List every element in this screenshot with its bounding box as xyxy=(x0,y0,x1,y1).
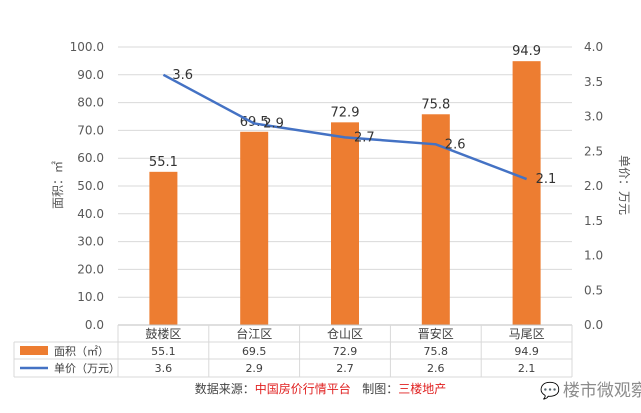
bar-data-label: 94.9 xyxy=(512,44,541,59)
table-cell: 69.5 xyxy=(242,345,267,358)
y-axis-label: 面积：㎡ xyxy=(51,161,65,209)
table-cell: 2.9 xyxy=(245,362,263,375)
watermark-text: 楼市微观察 xyxy=(562,381,641,401)
y2-tick-label: 2.5 xyxy=(584,144,603,158)
y2-tick-label: 0.0 xyxy=(584,318,603,332)
y-tick-label: 50.0 xyxy=(77,179,104,193)
axes: 0.0 10.0 20.0 30.0 40.0 50.0 60.0 70.0 80.0 90.0 1… xyxy=(70,40,603,332)
credit-value: 三楼地产 xyxy=(398,382,447,396)
credit-label: 制图： xyxy=(362,382,399,396)
y-tick-label: 100.0 xyxy=(70,40,104,54)
wechat-icon: 💬 xyxy=(540,381,560,400)
y2-tick-label: 0.5 xyxy=(584,283,603,297)
source-line: 数据来源：中国房价行情平台 制图：三楼地产 xyxy=(0,380,641,397)
y-tick-label: 0.0 xyxy=(85,318,104,332)
line-data-label: 3.6 xyxy=(172,68,193,83)
data-table: 鼓楼区 55.1 3.6 台江区 69.5 2.9 仓山区 72.9 2.7 晋安区 75.8 2.6… xyxy=(13,325,573,378)
y-tick-label: 20.0 xyxy=(77,262,104,276)
y-tick-label: 40.0 xyxy=(77,207,104,221)
x-tick-label: 鼓楼区 xyxy=(145,326,181,341)
bar xyxy=(421,114,450,325)
legend-bar-label: 面积（㎡） xyxy=(54,345,109,358)
series-line xyxy=(162,73,528,181)
table-cell: 72.9 xyxy=(333,345,358,358)
y-tick-label: 30.0 xyxy=(77,235,104,249)
table-cell: 94.9 xyxy=(514,345,539,358)
y2-tick-label: 1.0 xyxy=(584,249,603,263)
bar-data-label: 72.9 xyxy=(331,105,360,120)
y-tick-label: 70.0 xyxy=(77,123,104,137)
y2-tick-label: 4.0 xyxy=(584,40,603,54)
line-data-label: 2.9 xyxy=(263,116,284,131)
y2-tick-label: 3.0 xyxy=(584,110,603,124)
x-tick-label: 晋安区 xyxy=(418,326,454,341)
bar-data-label: 75.8 xyxy=(421,97,450,112)
line-data-label: 2.6 xyxy=(445,137,466,152)
bar xyxy=(149,171,178,325)
line-series: 3.6 2.9 2.7 2.6 2.1 xyxy=(162,68,557,187)
line-data-label: 2.1 xyxy=(536,172,557,187)
bar xyxy=(331,122,359,325)
table-cell: 75.8 xyxy=(424,345,449,358)
table-cell: 3.6 xyxy=(155,362,173,375)
bar-data-label: 55.1 xyxy=(149,155,178,170)
y-tick-label: 60.0 xyxy=(77,151,104,165)
table-cell: 2.7 xyxy=(336,362,354,375)
y2-tick-label: 1.5 xyxy=(584,214,603,228)
table-cell: 55.1 xyxy=(151,345,176,358)
x-tick-label: 仓山区 xyxy=(327,327,363,341)
x-tick-label: 台江区 xyxy=(236,326,272,341)
source-label: 数据来源： xyxy=(194,382,255,396)
legend-bar-key xyxy=(20,346,48,355)
bar xyxy=(512,61,541,325)
table-cell: 2.1 xyxy=(518,362,536,375)
y2-tick-label: 3.5 xyxy=(584,75,603,89)
bar xyxy=(240,131,269,325)
source-value: 中国房价行情平台 xyxy=(254,382,351,396)
line-data-label: 2.7 xyxy=(354,130,375,145)
bar-series: 55.169.572.975.894.9 xyxy=(149,44,541,325)
watermark: 💬 楼市微观察 xyxy=(540,376,641,401)
y2-tick-label: 2.0 xyxy=(584,179,603,193)
y-tick-label: 90.0 xyxy=(77,68,104,82)
y-tick-label: 10.0 xyxy=(77,290,104,304)
table-cell: 2.6 xyxy=(427,362,445,375)
y-tick-label: 80.0 xyxy=(77,96,104,110)
x-tick-label: 马尾区 xyxy=(509,327,545,341)
y2-axis-label: 单价：万元 xyxy=(617,155,631,215)
legend-line-label: 单价（万元） xyxy=(54,362,120,375)
